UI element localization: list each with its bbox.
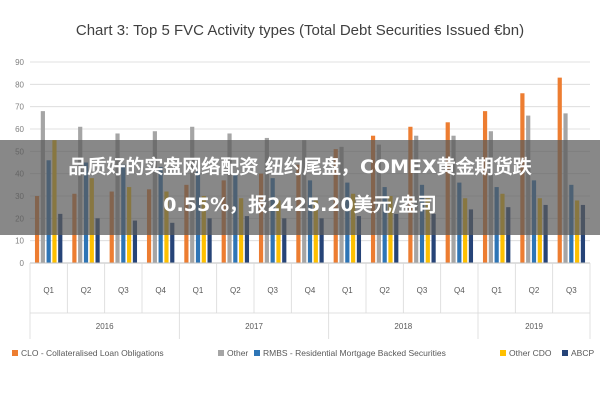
bar bbox=[58, 213, 63, 263]
bar bbox=[356, 216, 362, 263]
y-tick-label: 60 bbox=[15, 125, 24, 134]
legend-swatch bbox=[12, 350, 18, 356]
bar bbox=[244, 216, 250, 263]
x-tick-label: Q1 bbox=[491, 286, 502, 295]
x-axis: Q1 Q2 Q3 Q4 Q1 Q2 Q3 Q4 Q1 Q2 Q3 Q4 Q1 Q2 Q3 2016 2017 20… bbox=[29, 262, 591, 339]
y-tick-label: 10 bbox=[15, 237, 24, 246]
y-tick-label: 90 bbox=[15, 58, 24, 67]
legend-label: Other CDO bbox=[509, 348, 552, 358]
y-tick-label: 70 bbox=[15, 103, 24, 112]
legend-swatch bbox=[562, 350, 568, 356]
year-label: 2016 bbox=[96, 322, 114, 331]
overlay-banner: 品质好的实盘网络配资 纽约尾盘，COMEX黄金期货跌 0.55%，报2425.2… bbox=[0, 140, 600, 235]
x-tick-label: Q1 bbox=[43, 286, 54, 295]
bar bbox=[282, 218, 287, 263]
year-label: 2018 bbox=[394, 322, 412, 331]
chart-title: Chart 3: Top 5 FVC Activity types (Total… bbox=[76, 22, 524, 39]
bar bbox=[207, 218, 212, 263]
bar bbox=[132, 220, 138, 263]
bar bbox=[431, 213, 436, 263]
legend-label: RMBS - Residential Mortgage Backed Secur… bbox=[263, 348, 446, 358]
y-tick-label: 0 bbox=[20, 259, 25, 268]
x-tick-label: Q2 bbox=[230, 286, 241, 295]
x-tick-label: Q3 bbox=[267, 286, 278, 295]
year-label: 2017 bbox=[245, 322, 263, 331]
legend-swatch bbox=[254, 350, 260, 356]
legend-label: Other bbox=[227, 348, 248, 358]
x-tick-label: Q3 bbox=[118, 286, 129, 295]
year-label: 2019 bbox=[525, 322, 543, 331]
x-tick-label: Q2 bbox=[529, 286, 540, 295]
overlay-subline: 0.55%，报2425.20美元/盎司 bbox=[163, 194, 437, 216]
x-tick-label: Q4 bbox=[305, 286, 316, 295]
legend-swatch bbox=[500, 350, 506, 356]
y-tick-label: 80 bbox=[15, 80, 24, 89]
overlay-headline: 品质好的实盘网络配资 纽约尾盘，COMEX黄金期货跌 bbox=[68, 156, 532, 178]
bar bbox=[95, 218, 100, 263]
legend: CLO - Collateralised Loan Obligations Oth… bbox=[12, 348, 594, 358]
x-tick-label: Q4 bbox=[155, 286, 166, 295]
x-tick-label: Q1 bbox=[342, 286, 353, 295]
legend-swatch bbox=[218, 350, 224, 356]
bar bbox=[506, 207, 511, 263]
x-tick-label: Q4 bbox=[454, 286, 465, 295]
legend-label: CLO - Collateralised Loan Obligations bbox=[21, 348, 164, 358]
legend-label: ABCP bbox=[571, 348, 594, 358]
x-tick-label: Q3 bbox=[417, 286, 428, 295]
x-tick-label: Q3 bbox=[566, 286, 577, 295]
bar bbox=[319, 218, 324, 263]
bar bbox=[394, 213, 399, 263]
bar bbox=[468, 209, 474, 263]
bar bbox=[170, 222, 175, 263]
x-tick-label: Q1 bbox=[193, 286, 204, 295]
x-tick-label: Q2 bbox=[379, 286, 390, 295]
x-tick-label: Q2 bbox=[81, 286, 92, 295]
